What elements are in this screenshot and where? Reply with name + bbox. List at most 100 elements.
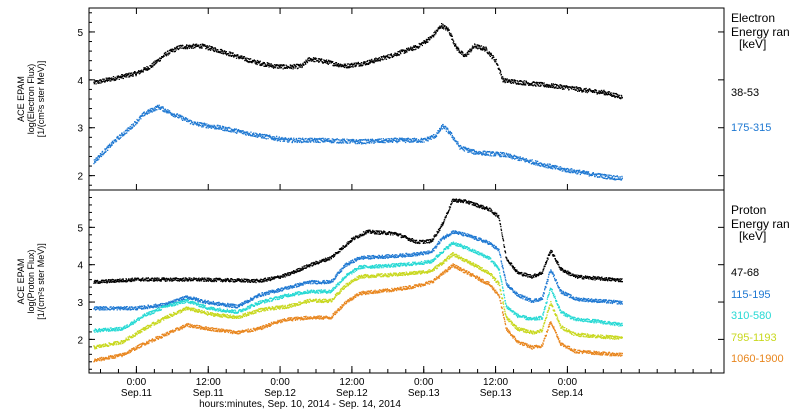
data-point: [131, 306, 133, 308]
data-point: [119, 137, 121, 139]
data-point: [333, 141, 335, 144]
data-point: [416, 242, 419, 244]
data-point: [567, 272, 569, 274]
data-point: [324, 260, 326, 263]
data-point: [473, 47, 475, 49]
data-point: [457, 199, 459, 201]
data-point: [385, 55, 387, 58]
data-point: [236, 55, 238, 57]
data-point: [160, 108, 162, 110]
data-point: [332, 61, 334, 63]
data-point: [318, 262, 320, 264]
data-point: [545, 262, 547, 264]
data-point: [266, 62, 268, 64]
data-point: [163, 303, 165, 305]
data-point: [294, 271, 296, 274]
data-point: [389, 54, 391, 56]
data-point: [542, 270, 544, 272]
data-point: [103, 280, 106, 282]
data-point: [503, 245, 505, 248]
data-point: [266, 65, 268, 67]
data-point: [356, 63, 358, 65]
data-point: [459, 145, 461, 147]
data-point: [100, 306, 103, 308]
data-point: [184, 279, 186, 281]
data-point: [103, 306, 105, 308]
data-point: [186, 48, 188, 50]
data-point: [581, 91, 583, 93]
data-point: [300, 141, 302, 143]
data-point: [515, 82, 517, 84]
data-point: [321, 61, 324, 63]
data-point: [579, 276, 581, 278]
data-point: [555, 165, 557, 167]
data-point: [373, 59, 376, 61]
data-point: [467, 201, 469, 203]
data-point: [171, 50, 173, 52]
data-point: [129, 280, 131, 283]
data-point: [482, 46, 485, 48]
data-point: [493, 155, 495, 157]
data-point: [210, 279, 212, 281]
data-point: [267, 62, 269, 64]
data-point: [530, 275, 533, 277]
data-point: [535, 162, 538, 164]
data-point: [133, 124, 135, 126]
data-point: [274, 67, 276, 69]
data-point: [105, 281, 107, 283]
data-point: [352, 63, 354, 66]
data-point: [343, 64, 345, 67]
data-point: [561, 86, 563, 88]
data-point: [400, 236, 403, 239]
data-point: [199, 124, 201, 127]
data-point: [182, 117, 184, 120]
data-point: [493, 56, 495, 58]
data-point: [335, 64, 337, 66]
data-point: [161, 107, 163, 109]
data-point: [404, 139, 406, 142]
data-point: [612, 94, 614, 96]
data-point: [418, 241, 420, 243]
data-point: [520, 159, 522, 162]
data-point: [351, 140, 353, 142]
data-point: [599, 173, 601, 175]
data-point: [577, 173, 579, 175]
data-point: [243, 56, 246, 58]
data-point: [203, 125, 205, 127]
data-point: [229, 281, 231, 283]
data-point: [287, 137, 290, 140]
data-point: [178, 114, 181, 116]
data-point: [591, 173, 593, 175]
data-point: [468, 53, 470, 55]
data-point: [486, 207, 488, 209]
data-point: [508, 155, 510, 157]
data-point: [285, 66, 287, 69]
data-point: [513, 157, 515, 159]
data-point: [293, 139, 296, 141]
data-point: [261, 281, 264, 283]
data-point: [606, 174, 608, 176]
data-point: [455, 140, 457, 142]
data-point: [289, 64, 291, 66]
data-point: [321, 137, 323, 140]
data-point: [306, 264, 308, 266]
data-point: [154, 279, 157, 282]
data-point: [117, 135, 119, 138]
data-point: [365, 61, 367, 63]
data-point: [339, 65, 341, 67]
data-point: [513, 268, 515, 271]
data-point: [505, 81, 507, 83]
data-point: [544, 85, 546, 88]
data-point: [318, 58, 320, 60]
data-point: [181, 115, 183, 118]
data-point: [214, 278, 216, 280]
data-point: [556, 165, 558, 167]
data-point: [568, 88, 570, 91]
data-point: [193, 44, 195, 46]
data-point: [456, 143, 458, 145]
data-point: [364, 232, 366, 234]
data-point: [552, 254, 555, 256]
data-point: [376, 139, 378, 141]
data-point: [503, 152, 506, 154]
data-point: [257, 281, 260, 283]
